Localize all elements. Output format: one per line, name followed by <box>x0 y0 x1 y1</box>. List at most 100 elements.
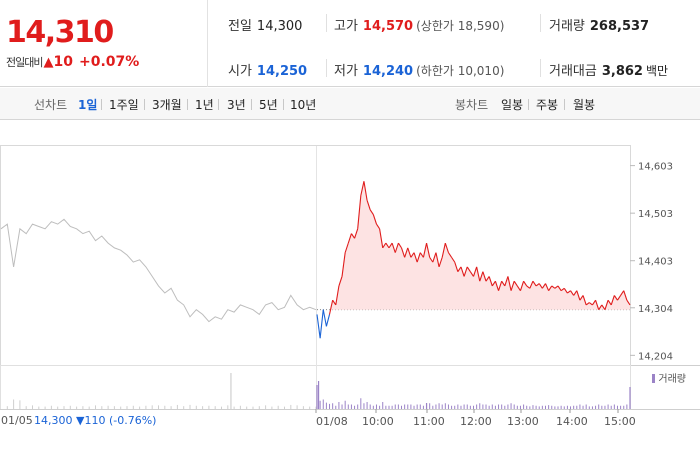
today-line-segment <box>601 304 606 310</box>
today-line-segment <box>491 280 496 287</box>
y-axis: 14,603 14,503 14,403 14,304 14,204 <box>630 162 673 362</box>
today-line-segment <box>429 257 434 263</box>
today-line-segment <box>372 214 377 225</box>
today-line-segment <box>382 242 387 249</box>
today-line-segment <box>397 242 402 249</box>
today-line-segment <box>479 271 484 282</box>
today-line-segment <box>335 285 340 306</box>
x-tick-label: 15:00 <box>604 415 636 428</box>
today-line-segment <box>404 247 409 258</box>
today-line-segment <box>347 233 352 244</box>
today-line-segment <box>410 252 415 258</box>
stats-panel: 전일 14,300 고가 14,570 (상한가 18,590) 거래량 268,537… <box>208 0 700 87</box>
today-line-segment <box>513 280 518 287</box>
tab-3month[interactable]: 3개월 <box>152 98 182 112</box>
today-line-segment <box>507 276 512 291</box>
current-price: 14,310 <box>6 15 114 50</box>
today-line-segment <box>407 247 412 258</box>
volume-legend: 거래량 <box>652 370 686 385</box>
today-line-segment <box>504 276 509 287</box>
today-line-segment <box>366 200 371 210</box>
tab-3year[interactable]: 3년 <box>227 98 246 112</box>
today-line-segment <box>441 242 446 258</box>
today-line-segment <box>350 233 356 239</box>
today-line-segment <box>416 252 421 263</box>
today-fill-area <box>317 181 630 310</box>
today-line-segment <box>529 280 534 289</box>
chart-tab-bar: 선차트 1일 1주일 3개월 1년 3년 5년 10년 봉차트 일봉 주봉 월봉 <box>0 88 700 120</box>
today-line-segment <box>454 261 459 272</box>
change-label: 전일대비 <box>6 56 43 69</box>
prev-day-summary: 14,300 ▼110 (-0.76%) <box>34 414 157 427</box>
today-line-segment <box>463 266 468 277</box>
today-line-segment <box>357 195 362 229</box>
y-tick-label: 14,204 <box>638 351 673 362</box>
tab-monthly[interactable]: 월봉 <box>573 98 596 112</box>
today-line-segment <box>444 242 449 253</box>
today-line-segment <box>560 287 565 292</box>
today-line-segment <box>563 287 568 294</box>
today-line-segment <box>591 299 597 306</box>
today-line-segment <box>476 266 481 282</box>
today-line-segment <box>435 252 440 268</box>
tab-daily[interactable]: 일봉 <box>501 98 524 112</box>
today-line-segment <box>341 252 346 277</box>
today-line-segment <box>620 290 625 296</box>
y-tick-label: 14,304 <box>638 304 673 315</box>
prev-day-line <box>0 218 317 323</box>
today-line-segment <box>419 252 424 258</box>
quote-header: 14,310 전일대비▲10 +0.07% 전일 14,300 고가 14,570 (상… <box>0 0 700 87</box>
today-line-segment <box>532 280 537 287</box>
line-chart-label: 선차트 <box>34 98 68 112</box>
tab-10year[interactable]: 10년 <box>290 98 317 112</box>
stat-open: 시가 14,250 <box>228 64 308 79</box>
today-line-segment <box>544 283 550 291</box>
tab-1year[interactable]: 1년 <box>195 98 214 112</box>
today-line-segment <box>394 242 399 253</box>
today-line-segment <box>585 302 590 306</box>
today-line-segment <box>613 295 618 301</box>
tab-1week[interactable]: 1주일 <box>109 98 139 112</box>
today-line-segment <box>379 228 384 248</box>
today-line-segment <box>498 280 503 291</box>
today-line-segment <box>385 242 390 249</box>
y-tick-label: 14,503 <box>638 209 673 220</box>
today-line-segment <box>472 266 478 277</box>
tab-weekly[interactable]: 주봉 <box>536 98 559 112</box>
today-line-segment <box>607 299 612 306</box>
tab-1day[interactable]: 1일 <box>78 98 98 112</box>
today-line-segment <box>451 257 456 263</box>
today-line-segment <box>573 290 578 296</box>
today-line-segment <box>332 299 337 306</box>
today-line-segment <box>526 285 531 289</box>
y-tick-label: 14,403 <box>638 257 673 268</box>
stat-prev-close: 전일 14,300 <box>228 19 303 34</box>
today-line-segment <box>501 280 506 287</box>
today-line-segment <box>610 295 615 306</box>
today-line-segment <box>457 266 462 272</box>
x-tick-label: 11:00 <box>413 415 445 428</box>
up-triangle-icon: ▲ <box>43 55 54 70</box>
stat-high: 고가 14,570 (상한가 18,590) <box>334 19 505 34</box>
today-line-segment <box>519 280 525 291</box>
today-line-segment <box>588 302 593 306</box>
stat-low: 저가 14,240 (하한가 10,010) <box>334 64 505 79</box>
prev-day-series <box>0 218 317 323</box>
today-line-segment <box>494 280 500 291</box>
change-percent: +0.07% <box>78 54 140 70</box>
today-line-segment <box>316 314 321 339</box>
volume-plot-frame <box>0 365 631 410</box>
tab-5year[interactable]: 5년 <box>259 98 278 112</box>
volume-bars <box>6 373 631 409</box>
today-line-segment <box>516 285 521 291</box>
today-line-segment <box>469 271 474 277</box>
prev-date: 01/05 <box>1 414 33 427</box>
today-line-segment <box>466 266 471 272</box>
today-line-segment <box>322 309 327 327</box>
today-line-segment <box>570 290 575 296</box>
today-line-segment <box>422 242 428 258</box>
today-line-segment <box>363 181 368 201</box>
today-line-segment <box>426 242 431 258</box>
today-line-segment <box>488 276 493 287</box>
